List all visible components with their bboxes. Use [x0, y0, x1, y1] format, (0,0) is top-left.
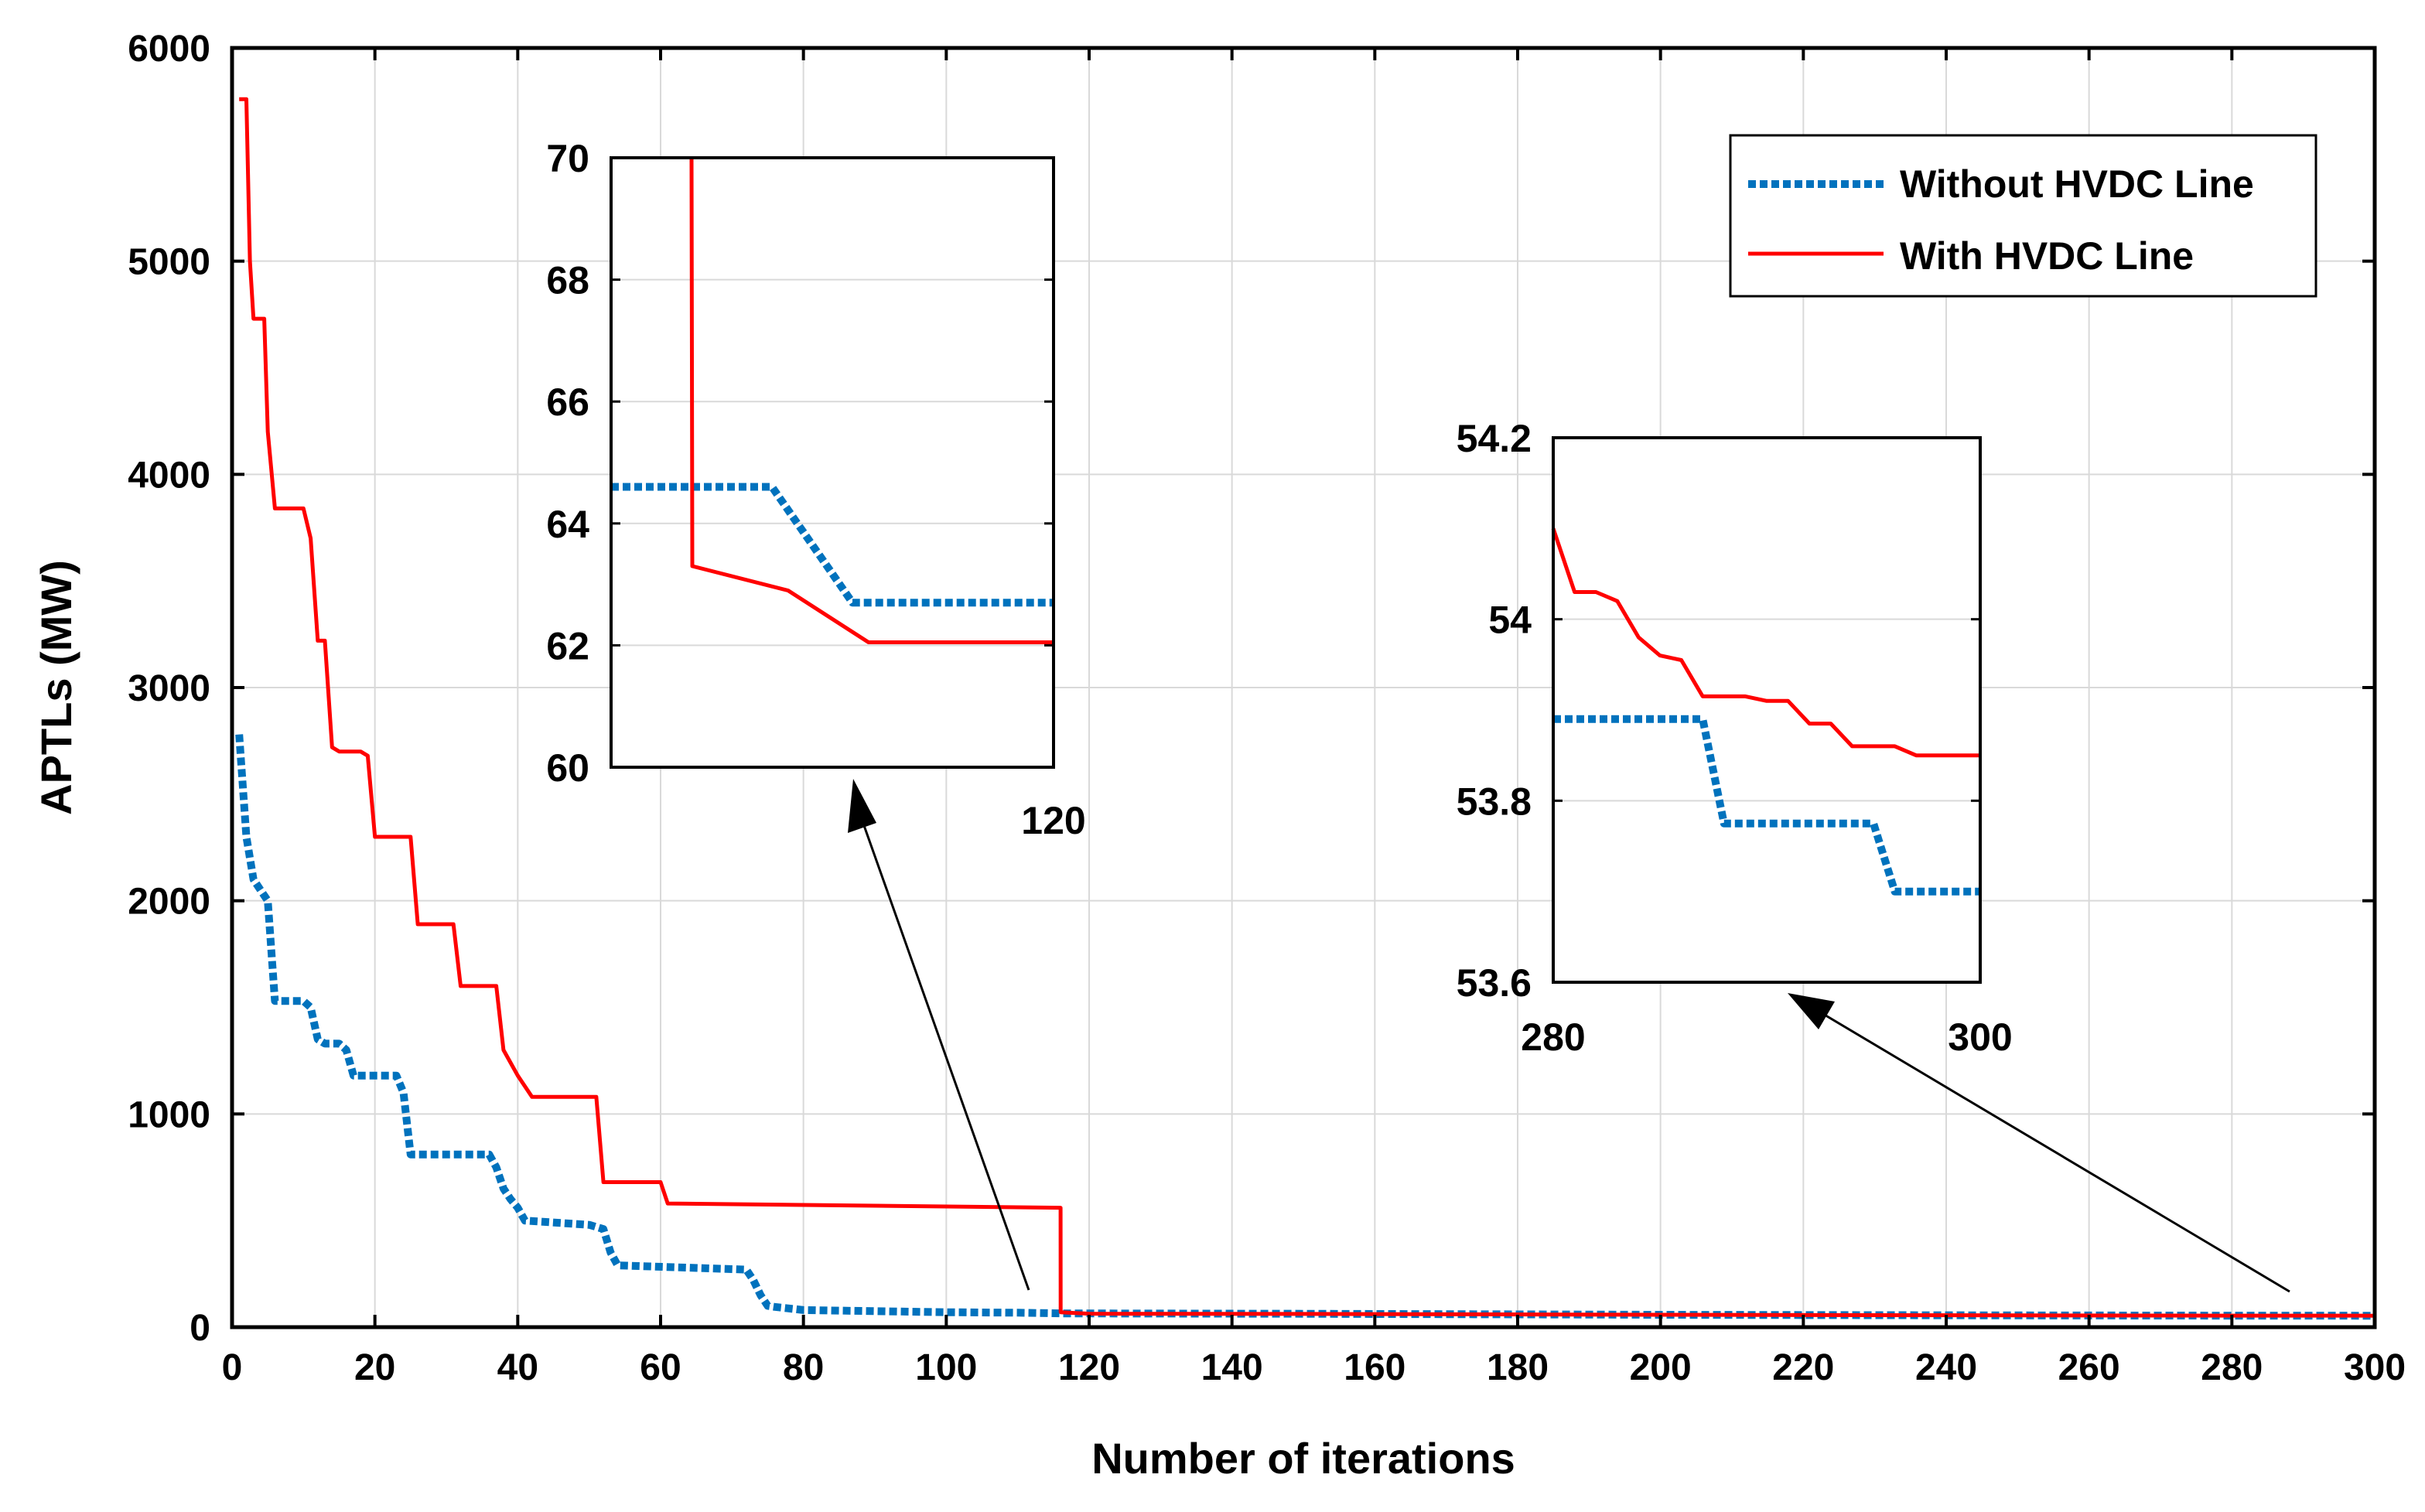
x-tick-label: 120	[1058, 1347, 1120, 1388]
inset-background	[611, 158, 1054, 767]
inset-series-without-hvdc	[1553, 715, 1980, 896]
x-tick-label: 140	[1201, 1347, 1263, 1388]
y-axis-title: APTLs (MW)	[32, 560, 80, 815]
inset-y-tick-label: 64	[546, 503, 589, 546]
inset-y-tick-label: 62	[546, 624, 589, 667]
inset-y-tick-label: 53.8	[1457, 780, 1532, 823]
inset-y-tick-label: 54	[1488, 599, 1532, 642]
x-tick-label: 100	[915, 1347, 977, 1388]
y-tick-label: 3000	[128, 668, 210, 709]
arrow-head-1	[848, 779, 876, 833]
x-tick-label: 200	[1630, 1347, 1692, 1388]
inset-y-tick-label: 68	[546, 259, 589, 302]
inset-x-tick-label: 120	[1021, 799, 1085, 842]
y-tick-label: 4000	[128, 455, 210, 496]
inset-y-tick-label: 70	[546, 137, 589, 180]
inset-frame	[610, 156, 1055, 769]
x-tick-label: 160	[1344, 1347, 1405, 1388]
legend-box	[1729, 134, 2317, 298]
legend-label-with-hvdc: With HVDC Line	[1900, 234, 2194, 278]
y-tick-label: 6000	[128, 29, 210, 70]
x-tick-label: 80	[783, 1347, 824, 1388]
series-line-without-hvdc	[235, 734, 2375, 1320]
arrow-line-1	[852, 794, 1030, 1291]
x-axis-title: Number of iterations	[1091, 1434, 1515, 1483]
series-line-with-hvdc	[239, 97, 2375, 1318]
y-tick-label: 2000	[128, 882, 210, 923]
y-tick-label: 5000	[128, 242, 210, 283]
inset-frame	[1552, 436, 1982, 984]
x-tick-label: 60	[640, 1347, 681, 1388]
zoom-inset-2: 53.6 53.8 54 54.2 280 300	[1457, 417, 2013, 1059]
annotation-arrows	[848, 779, 2290, 1293]
x-tick-label: 180	[1487, 1347, 1549, 1388]
y-tick-label: 1000	[128, 1094, 210, 1135]
legend-label-without-hvdc: Without HVDC Line	[1900, 162, 2254, 206]
x-tick-label: 280	[2201, 1347, 2263, 1388]
legend: Without HVDC Line With HVDC Line	[1729, 134, 2317, 298]
inset-y-tick-label: 54.2	[1457, 417, 1532, 460]
zoom-inset-1: 60 62 64 66 68 70 120	[546, 137, 1085, 842]
inset-y-tick-label: 66	[546, 381, 589, 424]
main-ticks: 0 20 40 60 80 100 120 140 160 180 200 220 240 260 280 3…	[128, 29, 2406, 1388]
arrow-head-2	[1788, 993, 1835, 1029]
x-tick-label: 260	[2058, 1347, 2120, 1388]
inset-series-with-hvdc	[1551, 527, 1980, 758]
inset-series-with-hvdc	[689, 157, 1054, 644]
x-tick-label: 240	[1915, 1347, 1977, 1388]
main-series	[235, 97, 2375, 1320]
y-tick-label: 0	[190, 1308, 210, 1349]
arrow-line-2	[1798, 998, 2290, 1293]
inset-y-tick-label: 53.6	[1457, 961, 1532, 1005]
x-tick-label: 20	[354, 1347, 395, 1388]
inset-background	[1553, 438, 1980, 982]
inset-y-tick-label: 60	[546, 746, 589, 790]
x-tick-label: 0	[222, 1347, 243, 1388]
x-tick-label: 300	[2344, 1347, 2406, 1388]
inset-x-tick-label: 280	[1521, 1015, 1585, 1059]
inset-x-tick-label: 300	[1948, 1015, 2012, 1059]
x-tick-label: 220	[1772, 1347, 1834, 1388]
x-tick-label: 40	[497, 1347, 538, 1388]
